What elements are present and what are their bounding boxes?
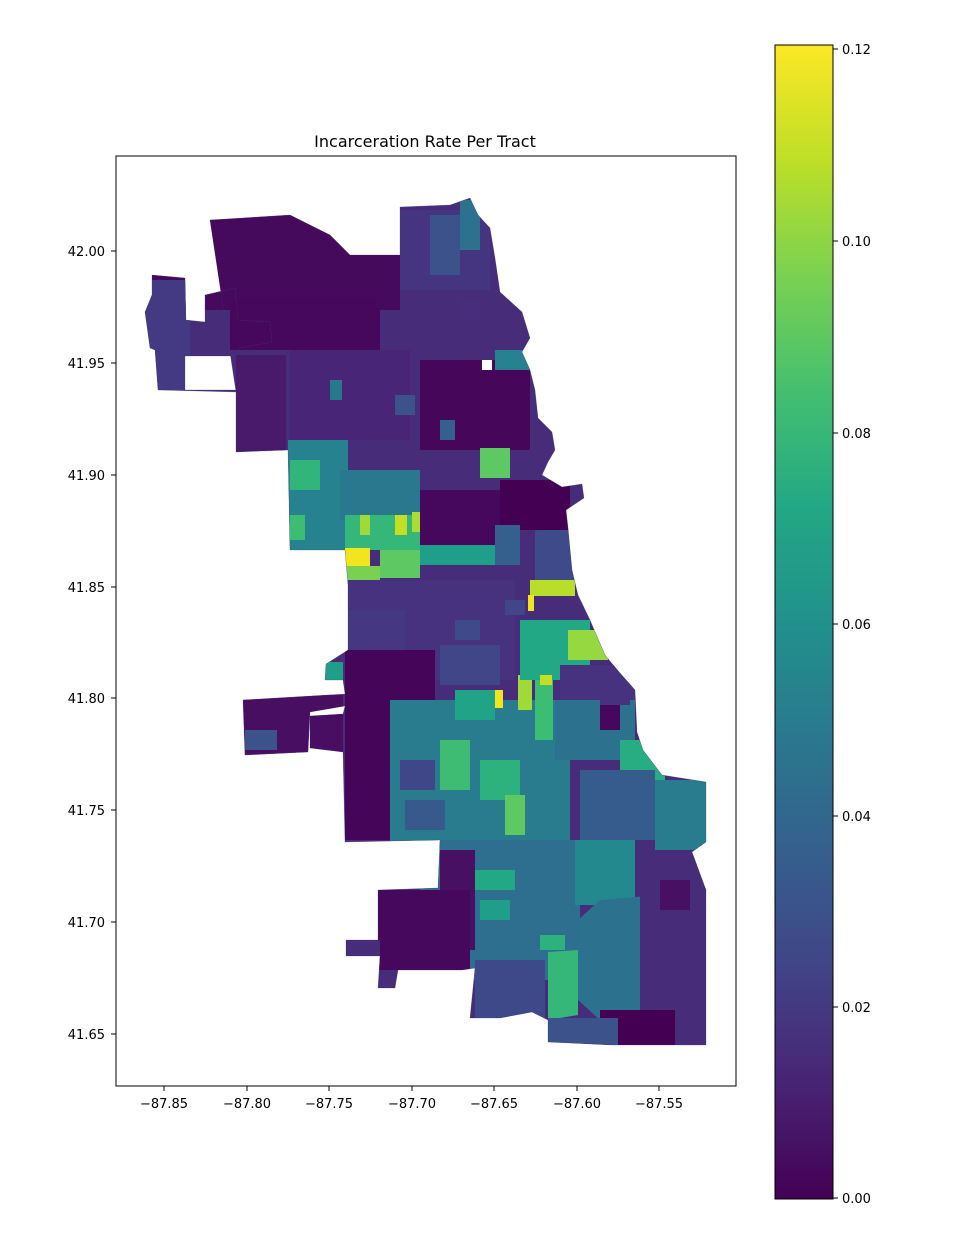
tract-region [540, 675, 552, 685]
tract-region [430, 215, 460, 275]
colorbar-tick-label: 0.10 [842, 235, 871, 250]
tract-region [420, 545, 495, 565]
colorbar-tick-label: 0.04 [842, 810, 871, 825]
x-tick-label: −87.65 [470, 1097, 518, 1112]
tract-region [420, 490, 500, 545]
tract-region [290, 460, 320, 490]
tract-region [440, 740, 470, 790]
x-tick-label: −87.60 [553, 1097, 601, 1112]
x-axis: −87.85 −87.80 −87.75 −87.70 −87.65 −87.6… [140, 1086, 683, 1112]
y-tick-label: 41.95 [68, 357, 105, 372]
colorbar-tick-label: 0.12 [842, 43, 871, 58]
tract-region [340, 470, 420, 520]
tract-region [460, 200, 480, 250]
tract-region [400, 760, 435, 790]
tract-region [495, 690, 503, 708]
y-tick-label: 42.00 [68, 245, 105, 260]
tract-region [540, 935, 565, 950]
axes-frame [115, 155, 737, 1087]
y-tick-label: 41.75 [68, 804, 105, 819]
y-axis: 42.00 41.95 41.90 41.85 41.80 41.75 41.7… [68, 245, 116, 1043]
tract-region [575, 840, 635, 905]
x-tick-label: −87.85 [140, 1097, 188, 1112]
tract-region [405, 800, 445, 830]
choropleth-map [144, 197, 707, 1046]
tract-region [495, 525, 520, 565]
tract-region [600, 700, 620, 730]
colorbar-gradient [774, 44, 834, 1200]
tract-region [548, 950, 578, 1020]
y-tick-label: 41.70 [68, 916, 105, 931]
tract-region [245, 730, 277, 750]
colorbar-tick-label: 0.00 [842, 1192, 871, 1207]
x-tick-label: −87.80 [223, 1097, 271, 1112]
y-tick-label: 41.90 [68, 469, 105, 484]
tract-region [346, 940, 380, 956]
tract-region [420, 360, 530, 450]
colorbar-tick-label: 0.06 [842, 618, 871, 633]
tract-region [455, 690, 495, 720]
tract-region [535, 530, 575, 580]
tract-region [655, 780, 706, 850]
y-tick-label: 41.80 [68, 692, 105, 707]
tract-region [378, 890, 470, 970]
tract-region [660, 880, 690, 910]
tract-region [325, 662, 343, 680]
tract-region [580, 770, 655, 840]
tract-region [535, 680, 553, 740]
tract-region [568, 630, 608, 660]
tract-region [475, 870, 515, 890]
tract-region [505, 795, 525, 835]
x-tick-label: −87.55 [635, 1097, 683, 1112]
tract-region [345, 548, 370, 566]
tract-region [480, 448, 510, 478]
tract-region [480, 900, 510, 920]
tract-region [395, 395, 415, 415]
tract-region [528, 595, 534, 611]
tract-region [230, 300, 380, 350]
tract-region [290, 515, 305, 540]
tract-region [440, 645, 500, 685]
tract-region [455, 620, 480, 640]
tract-region [495, 350, 530, 370]
tract-region [145, 280, 190, 390]
tract-region [290, 350, 410, 440]
tract-region [236, 355, 286, 455]
tract-region [548, 1018, 618, 1045]
x-tick-label: −87.75 [305, 1097, 353, 1112]
tract-region [440, 420, 455, 440]
y-tick-label: 41.65 [68, 1028, 105, 1043]
colorbar-tick-label: 0.02 [842, 1001, 871, 1016]
y-tick-label: 41.85 [68, 581, 105, 596]
tract-region [395, 515, 407, 535]
tract-region [380, 550, 420, 578]
tract-region [500, 480, 570, 530]
chart-title: Incarceration Rate Per Tract [314, 132, 536, 151]
tract-region [475, 960, 545, 1020]
colorbar: 0.12 0.10 0.08 0.06 0.04 0.02 0.00 [774, 43, 871, 1207]
tract-region [480, 760, 520, 800]
tract-region [330, 380, 342, 400]
tract-region [518, 675, 532, 710]
tract-region [360, 515, 370, 535]
tract-region [345, 566, 380, 582]
x-tick-label: −87.70 [388, 1097, 436, 1112]
colorbar-tick-label: 0.08 [842, 427, 871, 442]
tract-region [482, 360, 492, 370]
tract-region [460, 300, 480, 320]
tract-region [530, 580, 575, 596]
tract-region [505, 600, 525, 615]
tract-region [600, 695, 630, 705]
